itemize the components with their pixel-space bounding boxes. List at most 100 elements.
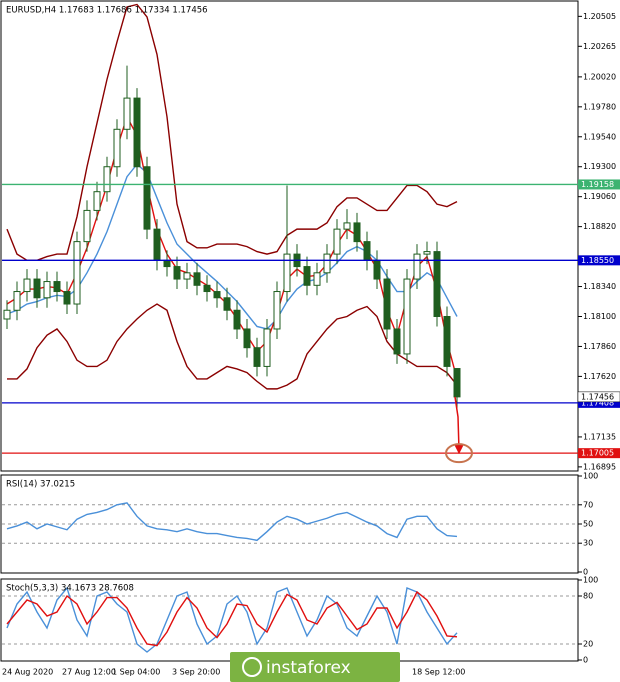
y-tick-label: 1.16895 bbox=[583, 462, 616, 471]
candle-body bbox=[233, 309, 241, 330]
candle-body bbox=[113, 128, 121, 168]
candle-body bbox=[443, 315, 451, 367]
y-tick-label: 100 bbox=[583, 576, 598, 585]
candle-body bbox=[103, 166, 111, 193]
candle-body bbox=[373, 259, 381, 280]
y-tick-label: 1.20265 bbox=[583, 42, 616, 51]
indicator-line bbox=[6, 3, 458, 262]
watermark-logo bbox=[242, 657, 262, 677]
candle-body bbox=[123, 97, 131, 130]
candle-body bbox=[453, 368, 461, 398]
candle-body bbox=[303, 266, 311, 286]
level-label: 1.17005 bbox=[581, 449, 614, 458]
level-label: 1.19158 bbox=[581, 180, 614, 189]
candle-body bbox=[153, 228, 161, 261]
candle-body bbox=[243, 328, 251, 349]
level-label-bg bbox=[578, 448, 620, 459]
candle-body bbox=[383, 278, 391, 330]
candle-body bbox=[43, 281, 51, 299]
level-label: 1.17408 bbox=[581, 398, 614, 407]
candle-body bbox=[93, 191, 101, 211]
candle-body bbox=[353, 222, 361, 243]
y-tick-label: 100 bbox=[583, 472, 598, 481]
candle-body bbox=[273, 291, 281, 330]
candle-body bbox=[393, 328, 401, 355]
panel-title: EURUSD,H4 1.17683 1.17686 1.17334 1.1745… bbox=[6, 6, 208, 16]
x-tick-label: 3 Sep 20:00 bbox=[172, 668, 220, 677]
panel-title: Stoch(5,3,3) 34.1673 28.7608 bbox=[6, 584, 134, 594]
x-tick-label: 24 Aug 2020 bbox=[2, 668, 53, 677]
y-tick-label: 50 bbox=[583, 520, 593, 529]
y-tick-label: 1.20505 bbox=[583, 12, 616, 21]
candle-body bbox=[73, 241, 81, 305]
y-tick-label: 1.20020 bbox=[583, 72, 616, 81]
y-tick-label: 1.17135 bbox=[583, 432, 616, 441]
level-label: 1.18550 bbox=[581, 256, 614, 265]
y-tick-label: 1.17860 bbox=[583, 342, 616, 351]
candle-body bbox=[13, 291, 21, 311]
level-label-bg bbox=[578, 255, 620, 266]
y-tick-label: 30 bbox=[583, 539, 593, 548]
candle-body bbox=[63, 291, 71, 305]
candle-body bbox=[33, 278, 41, 299]
y-tick-label: 1.18820 bbox=[583, 222, 616, 231]
candle-body bbox=[263, 328, 271, 367]
y-tick-label: 0 bbox=[583, 656, 588, 665]
indicator-line bbox=[6, 163, 458, 330]
target-circle bbox=[445, 443, 473, 464]
candle-body bbox=[343, 222, 351, 230]
candle-body bbox=[403, 278, 411, 355]
candle-body bbox=[323, 253, 331, 274]
indicator-line bbox=[6, 590, 458, 647]
y-tick-label: 1.19780 bbox=[583, 102, 616, 111]
last-price-bg bbox=[577, 391, 620, 403]
y-tick-label: 0 bbox=[583, 568, 588, 577]
candle-body bbox=[283, 253, 291, 293]
candle-body bbox=[253, 347, 261, 367]
forecast-arrow bbox=[454, 396, 460, 451]
candle-body bbox=[433, 251, 441, 317]
panel-frame bbox=[0, 0, 579, 472]
y-tick-label: 80 bbox=[583, 592, 593, 601]
level-label-bg bbox=[578, 397, 620, 408]
y-tick-label: 1.19060 bbox=[583, 192, 616, 201]
candle-body bbox=[413, 253, 421, 280]
indicator-line bbox=[7, 303, 458, 390]
candle-body bbox=[333, 228, 341, 255]
y-tick-label: 1.19540 bbox=[583, 132, 616, 141]
candle-body bbox=[313, 272, 321, 286]
y-tick-label: 1.17620 bbox=[583, 372, 616, 381]
candle-body bbox=[183, 272, 191, 280]
y-tick-label: 70 bbox=[583, 500, 593, 509]
indicator-line bbox=[6, 502, 458, 542]
candle-body bbox=[3, 309, 11, 320]
candle-body bbox=[133, 97, 141, 168]
last-price-label: 1.17456 bbox=[581, 392, 614, 401]
candle-body bbox=[203, 284, 211, 293]
x-tick-label: 18 Sep 12:00 bbox=[412, 668, 465, 677]
x-tick-label: 1 Sep 04:00 bbox=[112, 668, 160, 677]
watermark-bg bbox=[230, 652, 400, 682]
y-tick-label: 1.18340 bbox=[583, 282, 616, 291]
candle-body bbox=[53, 281, 61, 293]
candle-body bbox=[213, 291, 221, 299]
y-tick-label: 20 bbox=[583, 640, 593, 649]
candle-body bbox=[423, 251, 431, 255]
watermark: instaforex bbox=[266, 658, 351, 678]
candle-body bbox=[23, 278, 31, 293]
y-tick-label: 1.18100 bbox=[583, 312, 616, 321]
candle-body bbox=[83, 209, 91, 243]
panel-title: RSI(14) 37.0215 bbox=[6, 480, 75, 490]
forecast-arrowhead bbox=[454, 444, 464, 455]
candle-body bbox=[173, 266, 181, 280]
y-tick-label: 1.19300 bbox=[583, 162, 616, 171]
candle-body bbox=[193, 272, 201, 286]
candle-body bbox=[163, 259, 171, 268]
level-label-bg bbox=[578, 179, 620, 190]
candle-body bbox=[223, 297, 231, 311]
candle-body bbox=[363, 241, 371, 261]
x-tick-label: 27 Aug 12:00 bbox=[62, 668, 116, 677]
indicator-line bbox=[6, 586, 458, 653]
